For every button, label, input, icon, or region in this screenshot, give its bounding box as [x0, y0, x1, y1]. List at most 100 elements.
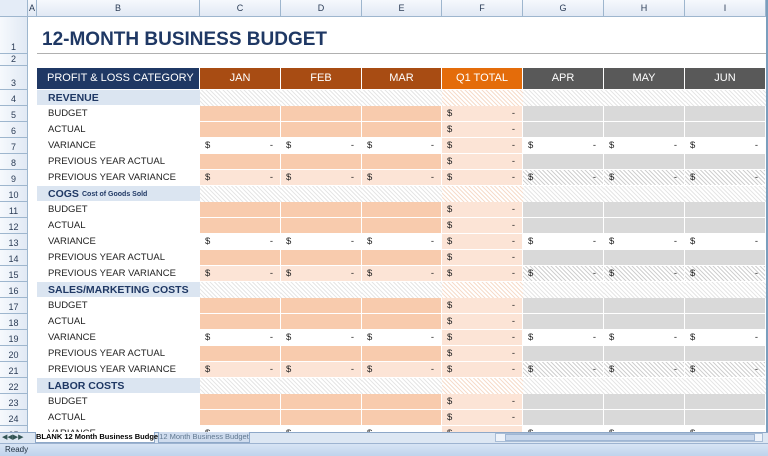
data-cell	[200, 410, 281, 426]
data-cell	[200, 250, 281, 266]
section-fill	[604, 186, 685, 202]
data-cell	[200, 154, 281, 170]
cell-value: -	[511, 172, 515, 183]
item-label: VARIANCE	[48, 236, 96, 247]
data-cell	[362, 138, 442, 154]
item-label: BUDGET	[48, 396, 88, 407]
row-header: 3	[0, 66, 28, 90]
data-cell	[362, 266, 442, 282]
data-cell	[604, 202, 685, 218]
row-header: 13	[0, 234, 28, 250]
title-rule	[37, 53, 766, 54]
status-text: Ready	[5, 445, 29, 454]
section-fill	[523, 378, 604, 394]
sheet-tab[interactable]: 12 Month Business Budget	[158, 432, 250, 443]
row-header: 19	[0, 330, 28, 346]
cell-value: -	[592, 172, 596, 183]
cell-value: -	[592, 236, 596, 247]
data-cell	[523, 346, 604, 362]
cell-value: -	[511, 364, 515, 375]
row-header: 8	[0, 154, 28, 170]
corner	[0, 0, 28, 17]
section-fill	[523, 282, 604, 298]
currency-symbol: $	[690, 426, 695, 432]
section-fill	[200, 282, 281, 298]
data-cell	[442, 362, 523, 378]
cell-value: -	[592, 140, 596, 151]
section-fill	[362, 378, 442, 394]
data-cell	[362, 106, 442, 122]
cell-value: -	[673, 364, 677, 375]
currency-symbol: $	[286, 172, 292, 183]
data-cell	[200, 330, 281, 346]
row-header: 18	[0, 314, 28, 330]
column-header: I	[685, 0, 766, 17]
data-cell	[523, 122, 604, 138]
row-header: 23	[0, 394, 28, 410]
section-title: COGS	[48, 188, 79, 200]
data-cell	[523, 138, 604, 154]
row-header: 17	[0, 298, 28, 314]
data-cell	[200, 170, 281, 186]
active-sheet-tab[interactable]: BLANK 12 Month Business Budget	[35, 432, 161, 443]
data-cell	[200, 202, 281, 218]
cell-value: -	[511, 316, 515, 327]
currency-symbol: $	[447, 268, 453, 279]
section-label-cell	[37, 378, 200, 394]
cell-value: -	[507, 426, 515, 432]
cell-value: -	[592, 268, 596, 279]
currency-symbol: $	[609, 140, 615, 151]
data-cell	[200, 234, 281, 250]
data-cell	[685, 330, 766, 346]
data-cell	[362, 298, 442, 314]
section-fill	[362, 282, 442, 298]
section-label-cell	[37, 186, 200, 202]
cell-value: -	[350, 268, 354, 279]
data-cell	[362, 218, 442, 234]
data-cell	[604, 346, 685, 362]
item-label: ACTUAL	[48, 124, 86, 135]
cell-value: -	[430, 172, 434, 183]
row-header: 15	[0, 266, 28, 282]
data-cell	[604, 234, 685, 250]
cell-value: -	[754, 268, 758, 279]
data-cell	[442, 394, 523, 410]
table-header-cell: APR	[523, 68, 604, 89]
section-fill	[685, 378, 766, 394]
data-cell	[281, 346, 362, 362]
currency-symbol: $	[205, 364, 211, 375]
data-cell	[200, 122, 281, 138]
data-cell	[523, 394, 604, 410]
column-header: D	[281, 0, 362, 17]
currency-symbol: $	[447, 140, 453, 151]
currency-symbol: $	[447, 172, 453, 183]
data-cell	[523, 266, 604, 282]
table-header-cell: FEB	[281, 68, 362, 89]
row-header: 20	[0, 346, 28, 362]
cell-value: -	[511, 236, 515, 247]
data-cell	[685, 266, 766, 282]
currency-symbol: $	[690, 364, 696, 375]
data-cell	[281, 266, 362, 282]
tab-nav-buttons[interactable]: ◀◀▶▶	[2, 434, 24, 441]
column-header: A	[28, 0, 37, 17]
item-label: PREVIOUS YEAR ACTUAL	[48, 348, 166, 359]
row-header: 2	[0, 54, 28, 66]
currency-symbol: $	[367, 140, 373, 151]
row-header: 7	[0, 138, 28, 154]
row-header: 14	[0, 250, 28, 266]
data-cell	[685, 138, 766, 154]
cell-value: -	[750, 426, 758, 432]
data-cell	[362, 170, 442, 186]
cell-value: -	[754, 140, 758, 151]
currency-symbol: $	[609, 426, 614, 432]
section-fill	[685, 90, 766, 106]
row-header: 11	[0, 202, 28, 218]
cell-value: -	[430, 364, 434, 375]
currency-symbol: $	[528, 172, 534, 183]
data-cell	[604, 266, 685, 282]
currency-symbol: $	[367, 268, 373, 279]
data-cell	[442, 138, 523, 154]
scroll-thumb[interactable]	[505, 434, 755, 441]
